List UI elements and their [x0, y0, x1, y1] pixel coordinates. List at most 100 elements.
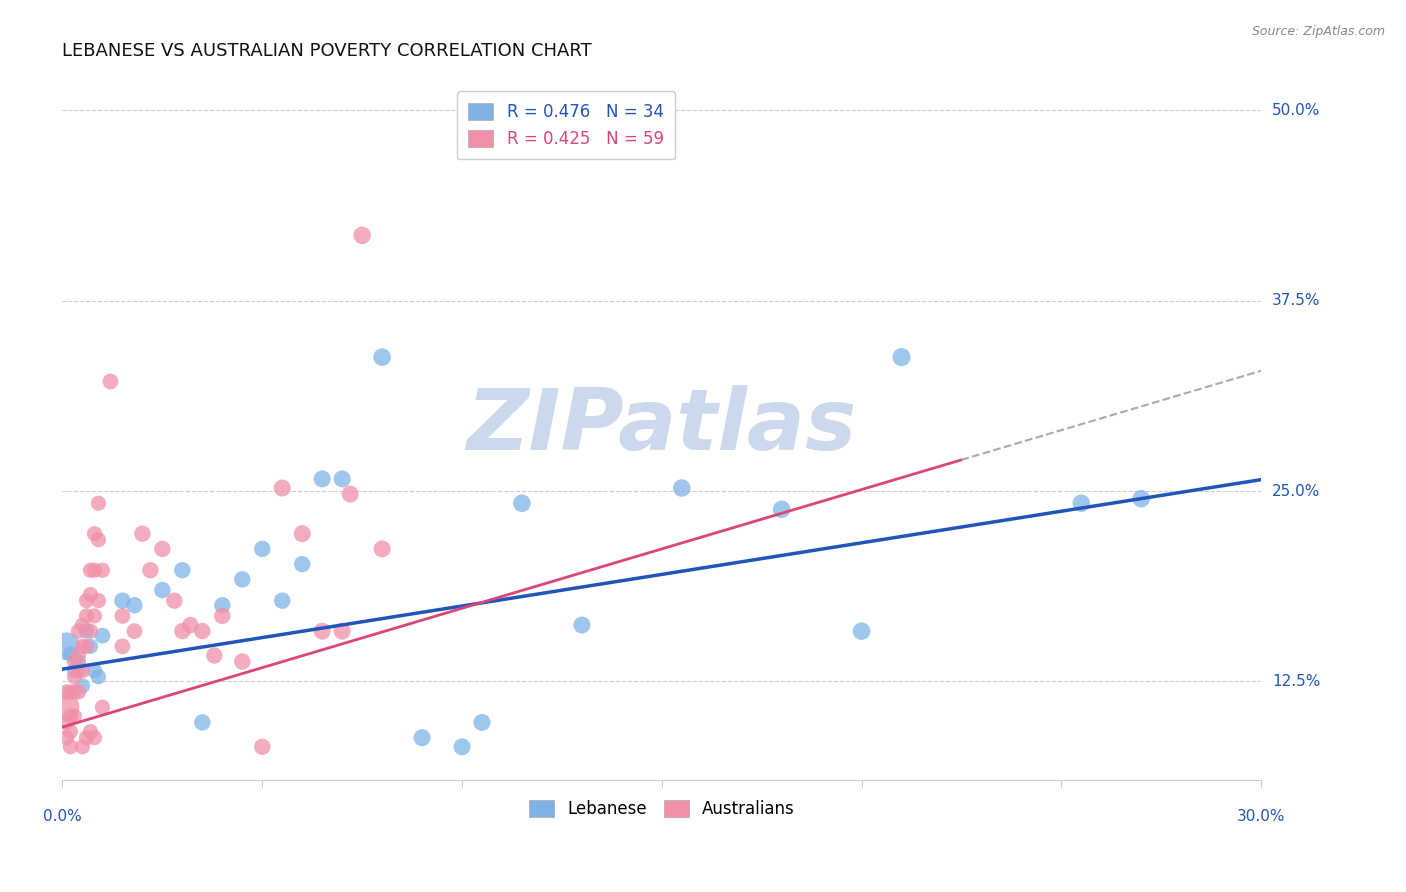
Lebanese [411, 731, 433, 745]
Australians [83, 608, 105, 623]
Australians [231, 655, 253, 669]
Australians [179, 618, 201, 632]
Australians [67, 685, 90, 699]
Lebanese [63, 664, 86, 678]
Australians [291, 526, 314, 541]
Australians [83, 526, 105, 541]
Australians [59, 739, 82, 754]
Australians [172, 624, 194, 639]
Australians [63, 655, 86, 669]
Lebanese [451, 739, 474, 754]
Lebanese [172, 563, 194, 577]
Australians [63, 670, 86, 684]
Australians [79, 624, 101, 639]
Australians [75, 593, 97, 607]
Australians [191, 624, 214, 639]
Australians [72, 640, 94, 654]
Australians [91, 700, 114, 714]
Lebanese [291, 557, 314, 571]
Australians [87, 496, 110, 510]
Australians [87, 593, 110, 607]
Australians [79, 563, 101, 577]
Lebanese [330, 472, 353, 486]
Lebanese [311, 472, 333, 486]
Australians [63, 709, 86, 723]
Lebanese [1070, 496, 1092, 510]
Text: 30.0%: 30.0% [1237, 809, 1285, 823]
Lebanese [59, 647, 82, 661]
Australians [59, 685, 82, 699]
Text: ZIPatlas: ZIPatlas [467, 384, 856, 468]
Lebanese [371, 350, 394, 364]
Australians [79, 588, 101, 602]
Lebanese [87, 670, 110, 684]
Australians [111, 640, 134, 654]
Australians [252, 739, 274, 754]
Australians [55, 731, 77, 745]
Lebanese [890, 350, 912, 364]
Lebanese [191, 715, 214, 730]
Australians [111, 608, 134, 623]
Australians [67, 624, 90, 639]
Lebanese [211, 599, 233, 613]
Lebanese [231, 573, 253, 587]
Australians [124, 624, 146, 639]
Australians [55, 685, 77, 699]
Australians [59, 709, 82, 723]
Australians [79, 724, 101, 739]
Lebanese [150, 582, 173, 597]
Australians [55, 715, 77, 730]
Australians [100, 375, 122, 389]
Lebanese [124, 599, 146, 613]
Lebanese [83, 664, 105, 678]
Australians [339, 487, 361, 501]
Australians [271, 481, 294, 495]
Australians [91, 563, 114, 577]
Australians [311, 624, 333, 639]
Lebanese [770, 502, 793, 516]
Lebanese [79, 640, 101, 654]
Text: Source: ZipAtlas.com: Source: ZipAtlas.com [1251, 25, 1385, 38]
Australians [75, 731, 97, 745]
Text: LEBANESE VS AUSTRALIAN POVERTY CORRELATION CHART: LEBANESE VS AUSTRALIAN POVERTY CORRELATI… [62, 42, 592, 60]
Lebanese [67, 655, 90, 669]
Lebanese [851, 624, 873, 639]
Australians [87, 533, 110, 547]
Lebanese [271, 593, 294, 607]
Australians [83, 563, 105, 577]
Australians [202, 648, 225, 663]
Australians [131, 526, 153, 541]
Lebanese [1130, 491, 1153, 506]
Lebanese [252, 541, 274, 556]
Australians [352, 228, 374, 243]
Australians [163, 593, 186, 607]
Australians [63, 685, 86, 699]
Lebanese [571, 618, 593, 632]
Text: 37.5%: 37.5% [1272, 293, 1320, 309]
Lebanese [91, 629, 114, 643]
Text: 50.0%: 50.0% [1272, 103, 1320, 118]
Australians [67, 664, 90, 678]
Text: 25.0%: 25.0% [1272, 483, 1320, 499]
Text: 0.0%: 0.0% [44, 809, 82, 823]
Australians [330, 624, 353, 639]
Text: 12.5%: 12.5% [1272, 673, 1320, 689]
Australians [67, 648, 90, 663]
Australians [83, 731, 105, 745]
Lebanese [55, 640, 77, 654]
Lebanese [72, 679, 94, 693]
Australians [211, 608, 233, 623]
Australians [72, 664, 94, 678]
Australians [72, 618, 94, 632]
Australians [371, 541, 394, 556]
Lebanese [111, 593, 134, 607]
Australians [75, 608, 97, 623]
Australians [75, 640, 97, 654]
Lebanese [671, 481, 693, 495]
Australians [72, 739, 94, 754]
Lebanese [510, 496, 533, 510]
Australians [150, 541, 173, 556]
Australians [139, 563, 162, 577]
Australians [55, 700, 77, 714]
Lebanese [471, 715, 494, 730]
